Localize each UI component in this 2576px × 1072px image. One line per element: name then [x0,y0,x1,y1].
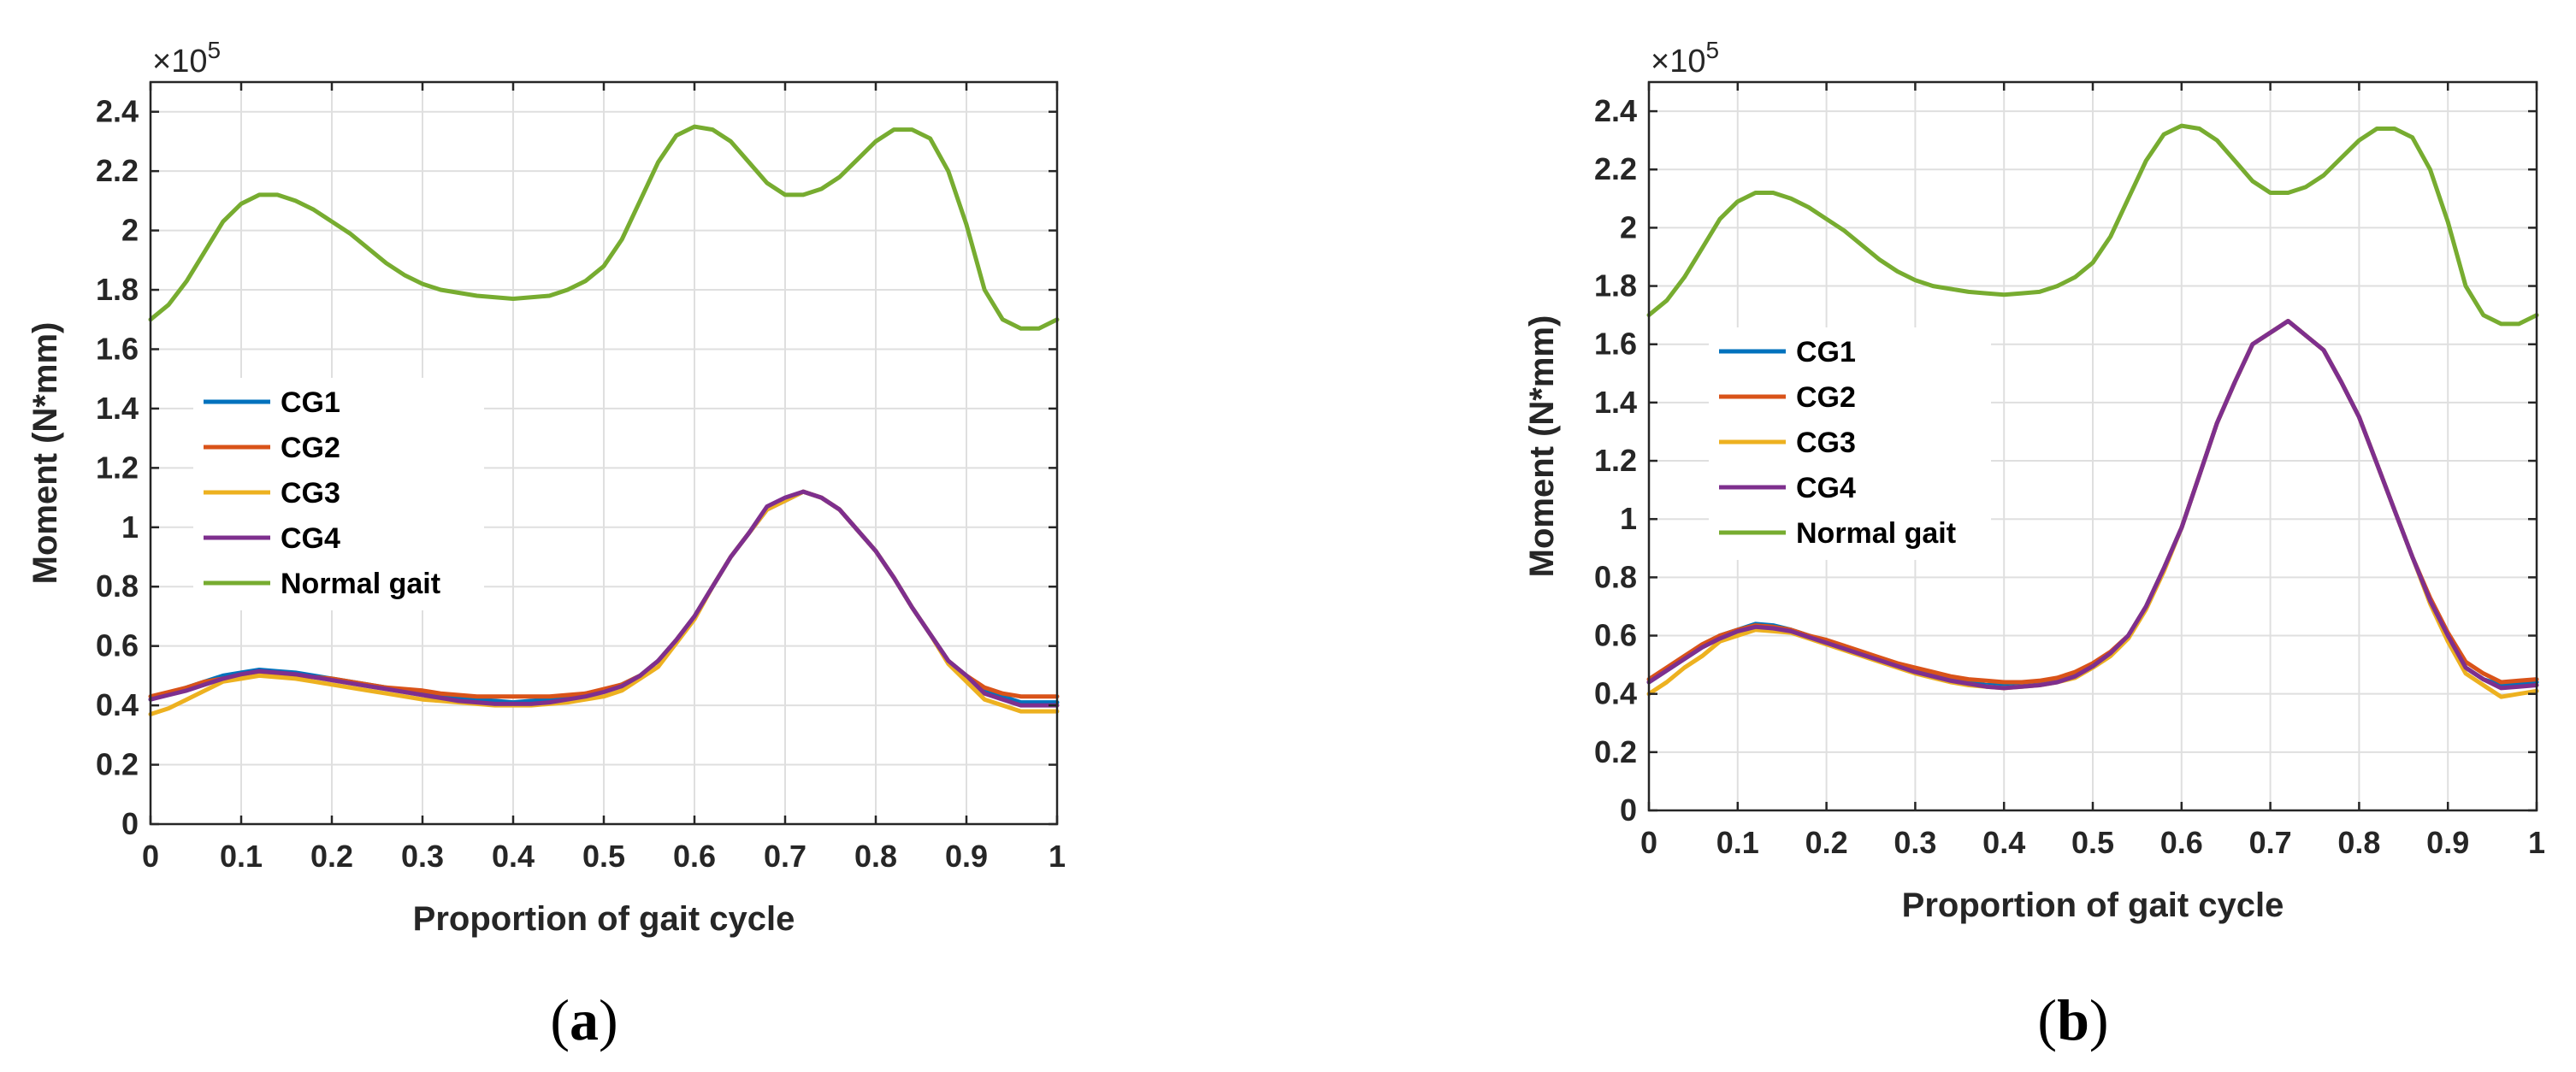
y-tick-label: 1.4 [1594,385,1637,420]
legend-label: CG4 [1796,472,1856,504]
y-tick-label: 0.2 [96,747,139,782]
legend-label: CG3 [1796,427,1856,459]
x-tick-label: 0.3 [1894,825,1936,860]
legend-label: CG1 [1796,336,1856,368]
x-tick-label: 0 [1640,825,1657,860]
x-tick-label: 0.4 [1982,825,2025,860]
y-tick-label: 2.4 [1594,93,1637,128]
x-tick-label: 0.2 [310,839,353,874]
x-axis-label: Proportion of gait cycle [1902,886,2284,924]
y-axis-label: Moment (N*mm) [27,322,64,585]
y-tick-label: 1.2 [1594,443,1637,478]
x-tick-label: 0.5 [582,839,625,874]
x-tick-label: 0.9 [2426,825,2469,860]
x-tick-label: 0.3 [401,839,444,874]
y-tick-label: 0.6 [1594,618,1637,653]
y-exponent-base: ×10 [1651,44,1705,80]
series-line-cg4 [148,489,1060,708]
caption-letter: b [2057,987,2089,1052]
legend: CG1 CG2 CG3 CG4 Normal gait [1709,327,1991,560]
chart-panel-a: 0 0.1 0.2 0.3 0.4 0.5 0.6 0.7 0.8 0.9 1 0 0.2 0.4 0.6 0… [27,37,1066,1052]
legend-label: CG3 [281,477,340,509]
caption-close: ) [2089,987,2109,1052]
series-line-normal-gait [148,124,1060,331]
x-tick-label: 0.2 [1805,825,1848,860]
legend: CG1 CG2 CG3 CG4 Normal gait [193,378,484,610]
x-tick-label: 0.1 [1716,825,1759,860]
y-tick-label: 0 [121,806,139,841]
x-tick-label: 0.4 [492,839,535,874]
x-tick-label: 0.8 [854,839,897,874]
legend-label: CG1 [281,386,340,419]
y-tick-label: 0.4 [96,687,139,722]
caption-open: ( [2037,987,2057,1052]
y-tick-label: 1.6 [96,331,139,366]
y-axis-label: Moment (N*mm) [1523,315,1561,578]
y-tick-label: 1.8 [96,272,139,307]
series-line-normal-gait [1646,123,2539,327]
legend-label: CG4 [281,522,340,555]
x-tick-label: 0 [142,839,159,874]
y-tick-label: 2.4 [96,94,139,129]
x-tick-label: 0.5 [2071,825,2114,860]
x-axis-label: Proportion of gait cycle [413,900,795,938]
y-tick-label: 0.2 [1594,734,1637,769]
y-tick-label: 0.6 [96,628,139,663]
x-tick-label: 1 [1049,839,1066,874]
legend-label: Normal gait [281,568,440,600]
legend-label: Normal gait [1796,517,1956,550]
y-exponent-power: 5 [207,37,221,63]
y-tick-label: 0.8 [96,568,139,604]
tick-marks [149,82,1059,826]
caption-open: ( [550,987,570,1052]
series-group [148,124,1060,716]
y-exponent-label: ×105 [1651,37,1719,80]
y-tick-label: 1.2 [96,450,139,485]
x-tick-label: 0.1 [220,839,263,874]
caption-close: ) [599,987,618,1052]
x-tick-label: 0.8 [2337,825,2380,860]
panel-caption: (b) [2037,987,2108,1052]
y-tick-label: 2 [121,213,139,248]
y-exponent-label: ×105 [152,37,221,80]
y-tick-label: 1.4 [96,391,139,426]
tick-marks [1647,82,2538,812]
caption-letter: a [570,987,599,1052]
y-tick-label: 1 [1620,501,1637,536]
series-line-cg4 [1646,319,2539,691]
legend-label: CG2 [1796,381,1856,414]
x-tick-label: 0.9 [945,839,988,874]
y-tick-label: 0.8 [1594,559,1637,594]
series-group [1646,123,2539,699]
x-tick-label: 0.7 [2249,825,2292,860]
y-exponent-base: ×10 [152,44,207,80]
y-tick-label: 2 [1620,209,1637,244]
panel-caption: (a) [550,987,617,1052]
y-tick-label: 1 [121,509,139,545]
x-tick-label: 0.6 [673,839,716,874]
x-tick-label: 0.6 [2160,825,2203,860]
y-tick-label: 1.8 [1594,268,1637,303]
y-tick-label: 2.2 [96,153,139,188]
y-tick-label: 0 [1620,792,1637,828]
y-tick-label: 2.2 [1594,151,1637,186]
x-tick-label: 0.7 [764,839,806,874]
legend-label: CG2 [281,432,340,464]
chart-panel-b: 0 0.1 0.2 0.3 0.4 0.5 0.6 0.7 0.8 0.9 1 0 0.2 0.4 0.6 0… [1523,37,2545,1052]
y-exponent-power: 5 [1705,37,1719,63]
y-tick-label: 1.6 [1594,327,1637,362]
y-tick-label: 0.4 [1594,676,1637,711]
x-tick-label: 1 [2528,825,2545,860]
